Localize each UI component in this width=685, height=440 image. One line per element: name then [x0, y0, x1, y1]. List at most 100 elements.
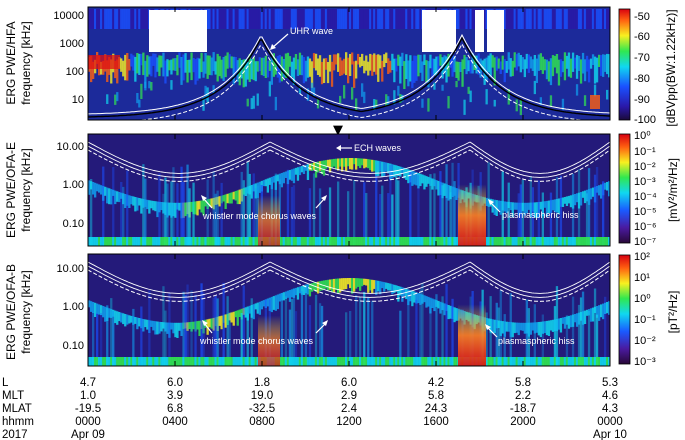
chorus-band — [150, 200, 153, 209]
noise-floor — [585, 237, 589, 246]
spectral-stripe — [312, 173, 316, 246]
noise-floor — [415, 237, 418, 246]
hfa-top-band — [361, 9, 364, 29]
chorus-band — [224, 314, 227, 328]
noise-floor — [411, 237, 414, 246]
hfa-emission — [242, 59, 245, 88]
hfa-top-band — [224, 9, 227, 29]
noise-floor — [547, 237, 551, 246]
hfa-data-gap — [487, 10, 504, 52]
spectral-stripe — [186, 164, 189, 246]
noise-floor — [240, 237, 243, 246]
noise-floor — [232, 357, 235, 366]
hfa-emission — [351, 87, 354, 100]
hfa-top-band — [102, 9, 105, 29]
chorus-band — [589, 188, 593, 200]
uhr-wave-arrow — [271, 33, 289, 49]
chorus-band — [377, 280, 380, 292]
chorus-band — [288, 170, 292, 180]
chorus-band — [600, 304, 603, 318]
hfa-emission — [602, 54, 605, 77]
chorus-band — [90, 301, 93, 312]
hfa-top-band — [507, 9, 510, 29]
noise-floor — [533, 357, 536, 366]
spectral-stripe — [286, 169, 290, 246]
hfa-top-band — [114, 9, 117, 29]
hfa-emission — [160, 55, 163, 68]
spectral-stripe — [391, 194, 394, 246]
hfa-emission — [523, 59, 526, 78]
chorus-band — [507, 321, 510, 332]
hfa-emission — [268, 60, 271, 71]
chorus-band — [104, 186, 107, 196]
hfa-emission — [353, 61, 356, 88]
chorus-band — [433, 179, 436, 187]
hfa-top-band — [606, 9, 609, 29]
spectral-stripe — [577, 169, 581, 246]
hfa-emission — [600, 55, 603, 76]
chorus-band — [118, 312, 121, 322]
ofa-e-colorbar-ticks: 10⁰ 10⁻¹ 10⁻² 10⁻³ 10⁻⁴ 10⁻⁵ 10⁻⁶ 10⁻⁷ — [634, 130, 657, 248]
noise-floor — [120, 357, 123, 366]
noise-floor — [194, 357, 197, 366]
hfa-top-band — [284, 9, 288, 29]
hfa-emission — [529, 56, 532, 69]
spectral-stripe — [284, 296, 288, 366]
hfa-top-band — [214, 9, 217, 29]
noise-floor — [497, 357, 500, 366]
chorus-band — [166, 322, 169, 334]
chorus-band — [381, 281, 384, 289]
chorus-band — [529, 322, 532, 335]
noise-floor — [345, 357, 348, 366]
eph-value-mlat: 2.4 — [341, 403, 358, 415]
hfa-top-band — [226, 9, 229, 29]
noise-floor — [571, 357, 575, 366]
noise-floor — [439, 237, 442, 246]
hfa-emission — [363, 60, 366, 74]
noise-floor — [519, 357, 522, 366]
chorus-band — [154, 321, 157, 335]
chorus-band — [266, 298, 269, 307]
spectral-stripe — [602, 181, 605, 246]
chorus-arrowhead-e-right — [321, 195, 327, 201]
spectral-stripe — [537, 180, 540, 246]
hfa-emission — [463, 54, 466, 70]
spectral-stripe — [581, 291, 585, 366]
hfa-top-band — [118, 9, 121, 29]
eph-value-mlat: -32.5 — [249, 403, 275, 415]
chorus-band — [128, 315, 131, 324]
noise-floor — [602, 237, 605, 246]
chorus-band — [254, 303, 257, 310]
chorus-band — [318, 161, 322, 171]
noise-floor — [577, 237, 581, 246]
noise-floor — [248, 357, 251, 366]
chorus-band — [551, 199, 555, 211]
plasmaspheric-hiss — [458, 304, 486, 366]
noise-floor — [290, 357, 294, 366]
eph-row-label-year: 2017 — [2, 429, 28, 440]
noise-floor — [154, 237, 157, 246]
hfa-ytick-label: 1000 — [60, 38, 84, 50]
chorus-band — [373, 160, 376, 172]
hfa-top-band — [397, 9, 400, 29]
hfa-top-band — [415, 9, 418, 29]
noise-floor — [604, 357, 607, 366]
noise-floor — [312, 237, 316, 246]
ofa-b-texture — [88, 278, 611, 366]
noise-floor — [499, 357, 502, 366]
hfa-top-band — [238, 9, 241, 29]
spectral-stripe — [439, 171, 442, 246]
noise-floor — [401, 357, 404, 366]
hfa-emission — [216, 53, 219, 82]
spectral-stripe — [290, 299, 294, 366]
hfa-emission — [208, 55, 211, 75]
hfa-top-band — [357, 9, 360, 29]
chorus-band — [298, 286, 302, 294]
hfa-top-band — [583, 9, 587, 29]
noise-floor — [379, 357, 382, 366]
hfa-top-band — [248, 9, 251, 29]
noise-floor — [154, 357, 157, 366]
noise-floor — [505, 237, 508, 246]
hfa-top-band — [485, 9, 488, 29]
